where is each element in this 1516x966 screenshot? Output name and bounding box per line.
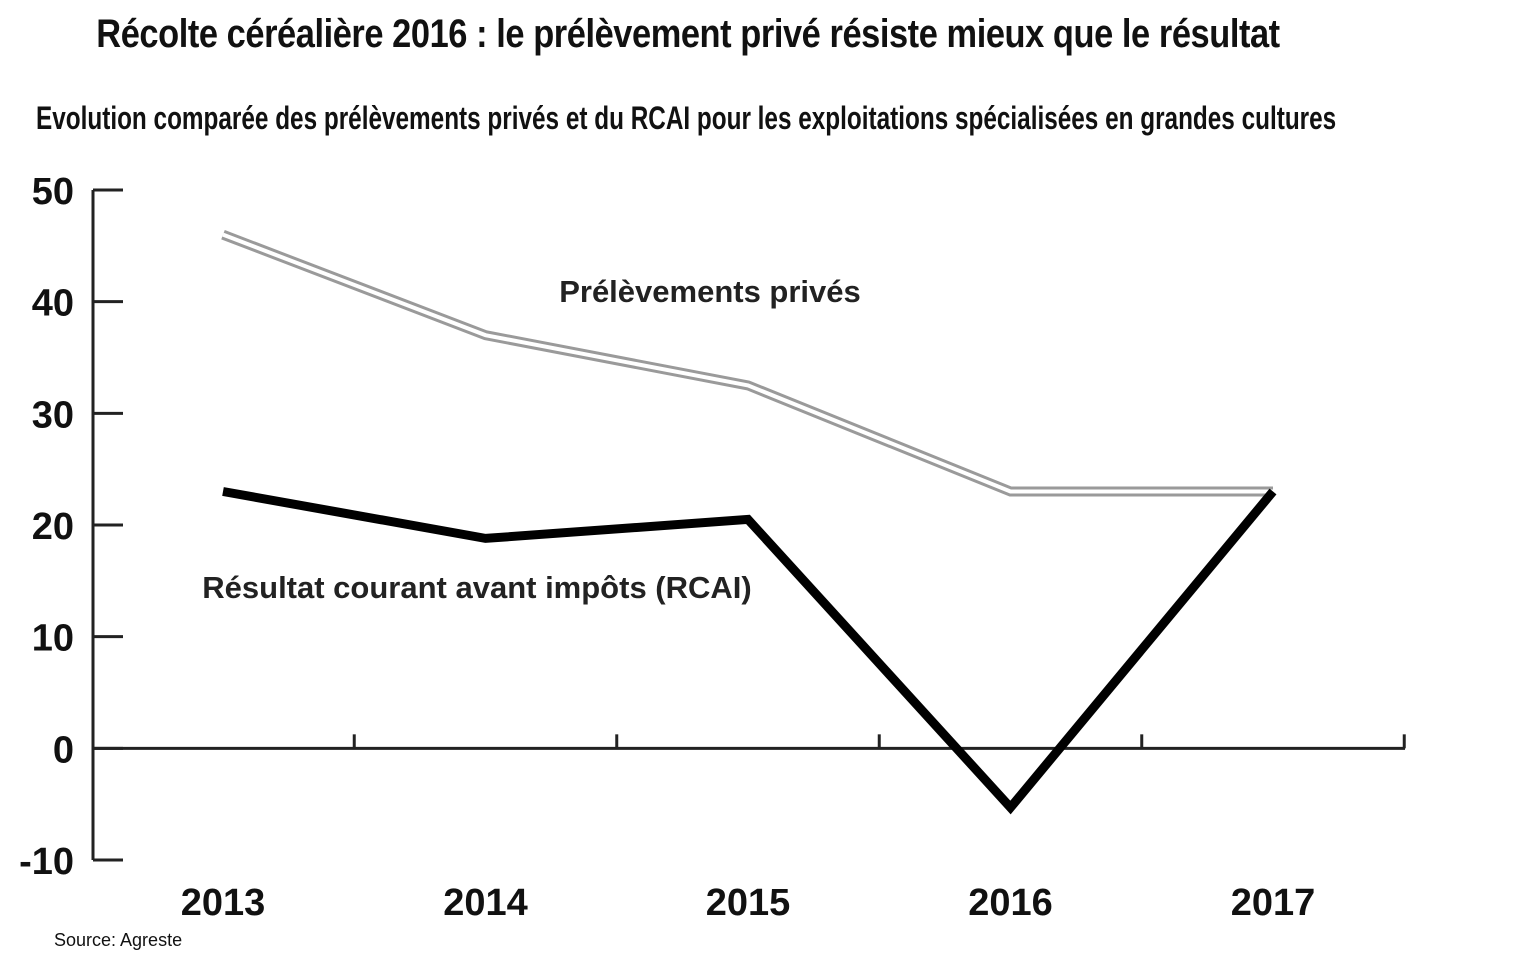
data-point bbox=[485, 335, 486, 336]
data-point bbox=[1010, 491, 1011, 492]
y-tick-label: 20 bbox=[32, 506, 74, 548]
x-tick-label: 2017 bbox=[1231, 882, 1316, 924]
y-tick-label: 0 bbox=[53, 729, 74, 771]
x-tick-label: 2016 bbox=[968, 882, 1053, 924]
x-tick-label: 2013 bbox=[181, 882, 266, 924]
series-label-rcai: Résultat courant avant impôts (RCAI) bbox=[202, 570, 751, 605]
y-tick-label: 50 bbox=[32, 171, 74, 213]
data-point bbox=[223, 491, 224, 492]
data-point bbox=[748, 519, 749, 520]
axes: -10 0 10 20 30 40 50 2013 2014 2015 2016 2017 bbox=[19, 171, 1406, 924]
data-point bbox=[748, 385, 749, 386]
chart-subtitle: Evolution comparée des prélèvements priv… bbox=[36, 100, 1337, 136]
series-line-prelevements bbox=[222, 232, 1273, 494]
label-layer: Prélèvements privés Résultat courant avan… bbox=[202, 274, 861, 605]
source-note: Source: Agreste bbox=[54, 930, 183, 950]
data-point bbox=[485, 538, 486, 539]
data-point bbox=[223, 234, 224, 235]
x-tick-label: 2015 bbox=[706, 882, 791, 924]
series-layer bbox=[221, 229, 1277, 815]
y-tick-label: -10 bbox=[19, 841, 74, 883]
series-label-prelevements: Prélèvements privés bbox=[559, 274, 861, 309]
y-tick-label: 10 bbox=[32, 618, 74, 660]
data-point bbox=[1273, 491, 1274, 492]
y-tick-label: 30 bbox=[32, 394, 74, 436]
series-line-rcai bbox=[222, 487, 1277, 815]
x-tick-label: 2014 bbox=[443, 882, 528, 924]
chart-title: Récolte céréalière 2016 : le prélèvement… bbox=[96, 12, 1280, 56]
y-tick-label: 40 bbox=[32, 283, 74, 325]
data-point bbox=[1010, 807, 1011, 808]
